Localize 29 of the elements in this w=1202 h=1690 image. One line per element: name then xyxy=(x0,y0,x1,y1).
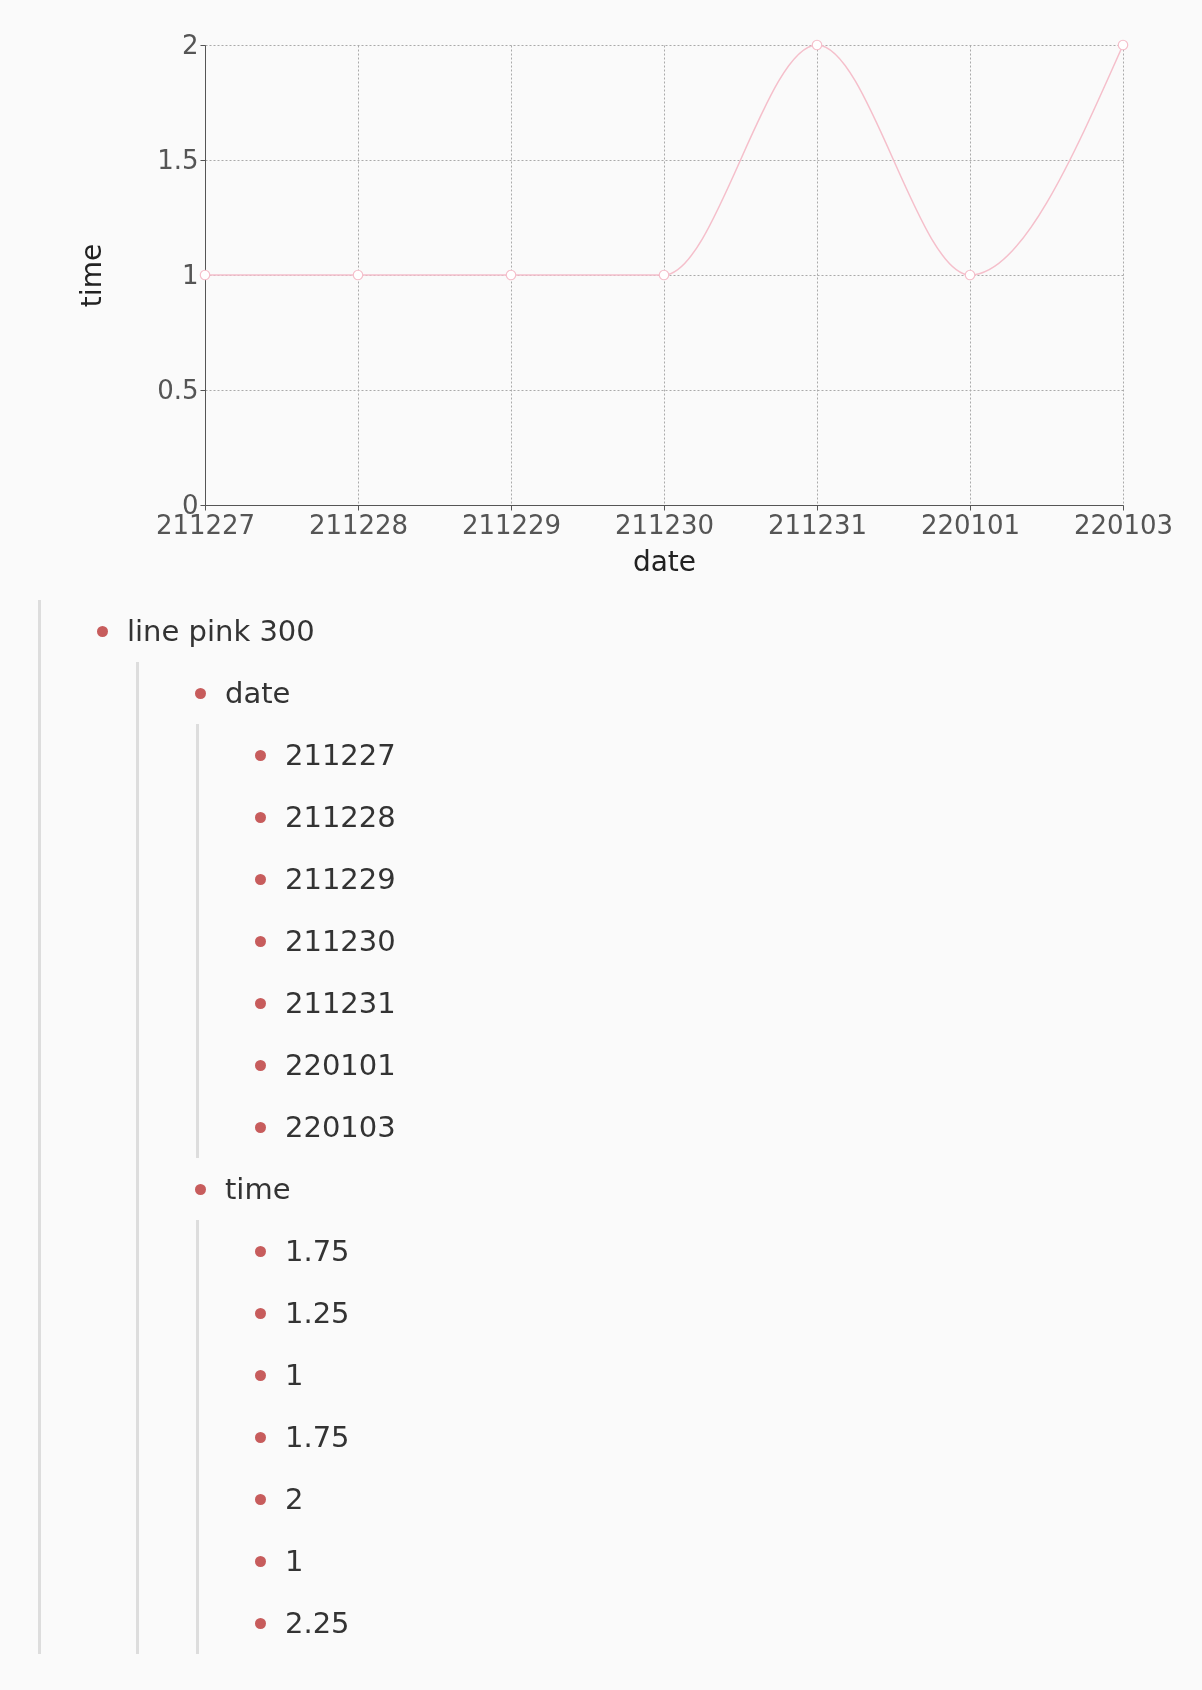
text: 1.25 xyxy=(284,1295,351,1332)
y-tick-label: 0.5 xyxy=(157,374,199,405)
y-tick-label: 2 xyxy=(181,29,199,60)
text: 2 xyxy=(284,1481,305,1518)
text: 211228 xyxy=(284,799,397,836)
y-tick-label: 1 xyxy=(181,259,199,290)
text: 1 xyxy=(284,1357,305,1394)
text: 211227 xyxy=(284,737,397,774)
y-axis-title: time xyxy=(75,243,109,308)
x-tick-label: 220101 xyxy=(920,509,1021,540)
text: 220103 xyxy=(284,1109,397,1146)
text: 1.75 xyxy=(284,1419,351,1456)
x-axis-title: date xyxy=(632,544,697,578)
x-tick-label: 220103 xyxy=(1073,509,1174,540)
y-tick-label: 1.5 xyxy=(157,144,199,175)
x-tick-label: 211230 xyxy=(614,509,715,540)
text: line pink 300 xyxy=(126,613,316,650)
text: 211231 xyxy=(284,985,397,1022)
x-tick-label: 211231 xyxy=(767,509,868,540)
text: 1 xyxy=(284,1543,305,1580)
text: 211230 xyxy=(284,923,397,960)
text: 220101 xyxy=(284,1047,397,1084)
x-tick-label: 211229 xyxy=(461,509,562,540)
text: date xyxy=(224,675,292,712)
text: 2.25 xyxy=(284,1605,351,1642)
x-tick-label: 211228 xyxy=(308,509,409,540)
text: time xyxy=(224,1171,292,1208)
text: 211229 xyxy=(284,861,397,898)
text: 1.75 xyxy=(284,1233,351,1270)
